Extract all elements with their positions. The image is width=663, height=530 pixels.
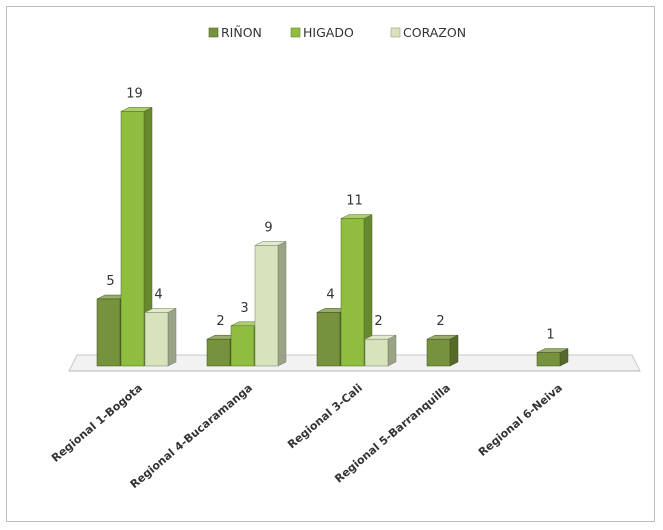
data-label: 4 (154, 287, 162, 302)
legend-swatch (208, 27, 219, 38)
legend-entry: HIGADO (303, 25, 354, 40)
data-label: 4 (326, 287, 334, 302)
category-label: Regional 6-Neiva (476, 381, 565, 459)
legend-swatch (390, 27, 401, 38)
category-label: Regional 4-Bucaramanga (128, 381, 255, 491)
data-label: 5 (106, 274, 114, 289)
legend-entry: CORAZON (403, 25, 466, 40)
data-label: 2 (216, 314, 224, 329)
legend-entry: RIÑON (221, 25, 262, 40)
bar (426, 334, 459, 367)
data-label: 3 (240, 301, 248, 316)
legend-swatch (290, 27, 301, 38)
data-label: 9 (264, 220, 272, 235)
bar (144, 307, 177, 367)
bar (254, 240, 287, 367)
data-label: 2 (436, 314, 444, 329)
bar-chart: RIÑON HIGADO CORAZON 5 19 4 2 3 9 4 11 2 2 1 Regiona… (49, 25, 641, 491)
bar (340, 214, 373, 367)
data-label: 2 (374, 314, 382, 329)
chart-frame: RIÑON HIGADO CORAZON 5 19 4 2 3 9 4 11 2 2 1 Regiona… (6, 6, 655, 522)
category-label: Regional 1-Bogota (49, 381, 145, 464)
data-label: 1 (546, 328, 554, 343)
data-label: 11 (346, 194, 363, 209)
category-label: Regional 3-Cali (285, 381, 365, 451)
bar (536, 348, 569, 367)
bar (120, 106, 153, 367)
legend: RIÑON HIGADO CORAZON (208, 25, 466, 40)
data-label: 19 (126, 86, 143, 101)
bar (364, 334, 397, 367)
